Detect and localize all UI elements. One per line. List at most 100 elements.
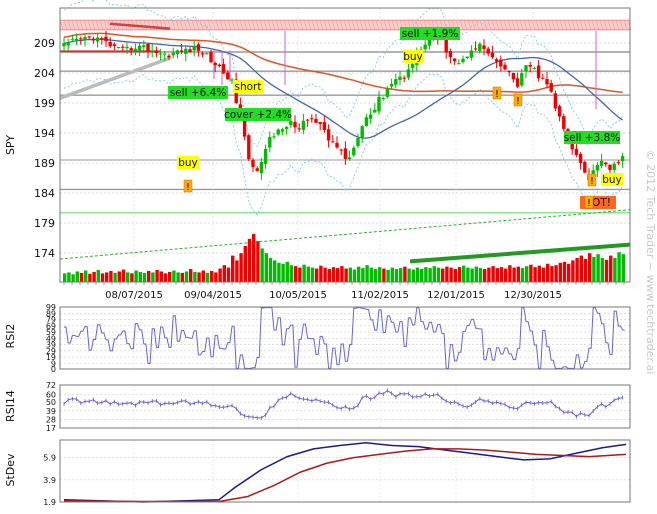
volume-bar (575, 258, 579, 282)
resistance-band-hatch (319, 20, 324, 30)
volume-bar (285, 261, 289, 282)
volume-bar (88, 273, 92, 282)
resistance-band-hatch (595, 20, 600, 30)
trade-annotation: sell +1.9% (400, 27, 460, 40)
panel-axis-label: RSI2 (4, 324, 17, 349)
volume-bar (151, 272, 155, 282)
price-tick-label: 184 (34, 187, 55, 200)
candle-body (284, 126, 289, 129)
annotation-box (564, 131, 620, 144)
candle-body (318, 122, 322, 125)
candle-body (331, 141, 335, 143)
volume-bar (386, 270, 390, 282)
candle-body (511, 72, 516, 80)
volume-bar (617, 252, 621, 282)
warning-marker: ! (590, 176, 594, 187)
panel-tick-label: 79 (46, 316, 56, 325)
volume-bar (172, 270, 176, 282)
candle-body (604, 162, 608, 165)
volume-bar (205, 272, 210, 282)
candle-body (574, 148, 579, 155)
volume-bar (491, 266, 495, 282)
candle-body (427, 39, 432, 46)
candle-body (268, 136, 272, 148)
volume-bar (378, 267, 382, 282)
resistance-band-hatch (579, 20, 584, 30)
resistance-band-hatch (179, 20, 184, 30)
volume-bar (420, 269, 424, 282)
candle-body (608, 164, 612, 170)
volume-bar (75, 271, 79, 282)
volume-bar (331, 267, 336, 282)
resistance-band-hatch (219, 20, 224, 30)
candle-body (490, 52, 495, 58)
volume-bar (222, 265, 226, 282)
volume-bar (247, 238, 252, 282)
stdev-long-line (63, 448, 627, 503)
volume-bar (466, 267, 470, 282)
candle-body (66, 41, 70, 46)
resistance-band-hatch (575, 20, 580, 30)
candle-body (247, 135, 251, 160)
volume-bar (235, 260, 239, 282)
panel-tick-label: 69 (46, 322, 56, 331)
candle-body (541, 77, 545, 79)
resistance-band-hatch (599, 20, 604, 30)
candle-body (221, 64, 226, 74)
panel-axis-label: StDev (4, 453, 17, 487)
resistance-band-hatch (103, 20, 108, 30)
annotation-box (400, 27, 460, 40)
volume-bar (478, 268, 483, 282)
candle-body (188, 49, 192, 53)
candle-body (452, 58, 457, 62)
candle-body (595, 164, 600, 171)
candle-body (129, 48, 133, 51)
volume-bar (298, 267, 302, 282)
candle-body (339, 149, 343, 151)
volume-bar (142, 272, 147, 282)
candle-body (465, 56, 469, 58)
volume-bar (483, 269, 487, 282)
candle-body (150, 50, 154, 52)
candle-body (200, 53, 205, 55)
volume-bar (113, 272, 117, 282)
volume-bar (432, 266, 436, 282)
resistance-band-hatch (591, 20, 596, 30)
resistance-band-hatch (187, 20, 192, 30)
resistance-band-hatch (335, 20, 340, 30)
panel-tick-label: 28 (46, 415, 56, 424)
candle-body (305, 119, 310, 121)
candle-body (616, 162, 621, 164)
volume-bar (159, 271, 163, 282)
resistance-band-hatch (167, 20, 172, 30)
volume-bar (457, 267, 462, 282)
volume-bar (184, 271, 189, 282)
resistance-band-hatch (211, 20, 216, 30)
resistance-band-hatch (523, 20, 528, 30)
resistance-band-hatch (331, 20, 336, 30)
volume-bar (193, 271, 197, 282)
candle-body (410, 64, 415, 68)
panel-tick-label: 99 (46, 303, 56, 312)
volume-bar (604, 259, 609, 282)
resistance-band-hatch (231, 20, 236, 30)
candle-body (444, 39, 448, 53)
volume-bar (352, 269, 357, 282)
price-tick-label: 209 (34, 37, 55, 50)
candle-body (377, 96, 381, 112)
resistance-band-hatch (563, 20, 568, 30)
candle-body (100, 38, 104, 40)
warning-marker: ! (495, 89, 499, 100)
candle-body (406, 69, 411, 78)
volume-trend-line (409, 242, 631, 264)
resistance-band-hatch (467, 20, 472, 30)
candle-body (532, 67, 537, 69)
candle-body (549, 82, 553, 92)
candle-body (461, 58, 465, 63)
volume-bar (310, 267, 315, 282)
candle-body (545, 78, 549, 85)
candle-body (70, 39, 75, 41)
candle-body (347, 157, 352, 160)
candle-body (209, 51, 213, 63)
